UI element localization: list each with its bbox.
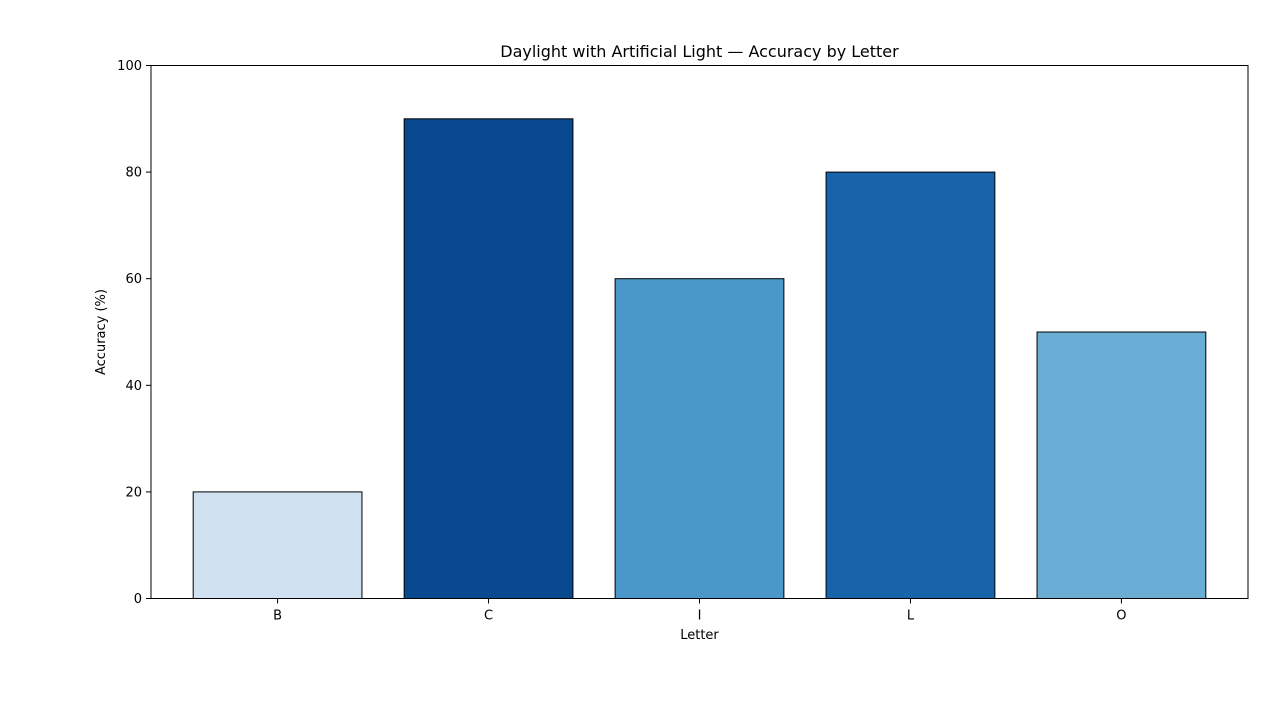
bar-i <box>614 278 785 599</box>
x-tick-label-c: C <box>484 609 493 624</box>
bar-c <box>403 118 574 600</box>
y-tick-label-0: 0 <box>134 592 142 607</box>
bar-b <box>192 491 363 599</box>
y-tick-label-60: 60 <box>125 272 142 287</box>
x-tick-label-l: L <box>907 609 915 624</box>
x-tick-label-i: I <box>698 609 702 624</box>
plot-frame <box>150 65 1249 599</box>
chart-title: Daylight with Artificial Light — Accurac… <box>500 42 899 61</box>
x-tick-label-o: O <box>1116 609 1126 624</box>
y-tick-label-40: 40 <box>125 379 142 394</box>
x-tick-label-b: B <box>273 609 282 624</box>
bar-o <box>1036 331 1207 599</box>
y-tick-label-100: 100 <box>117 59 142 74</box>
y-axis-label: Accuracy (%) <box>94 289 109 375</box>
bars-group <box>192 118 1207 600</box>
y-tick-label-20: 20 <box>125 485 142 500</box>
y-tick-label-80: 80 <box>125 166 142 181</box>
bar-l <box>825 171 996 599</box>
y-axis: 0 20 40 60 80 100 <box>117 59 151 607</box>
x-axis-label: Letter <box>680 628 719 643</box>
